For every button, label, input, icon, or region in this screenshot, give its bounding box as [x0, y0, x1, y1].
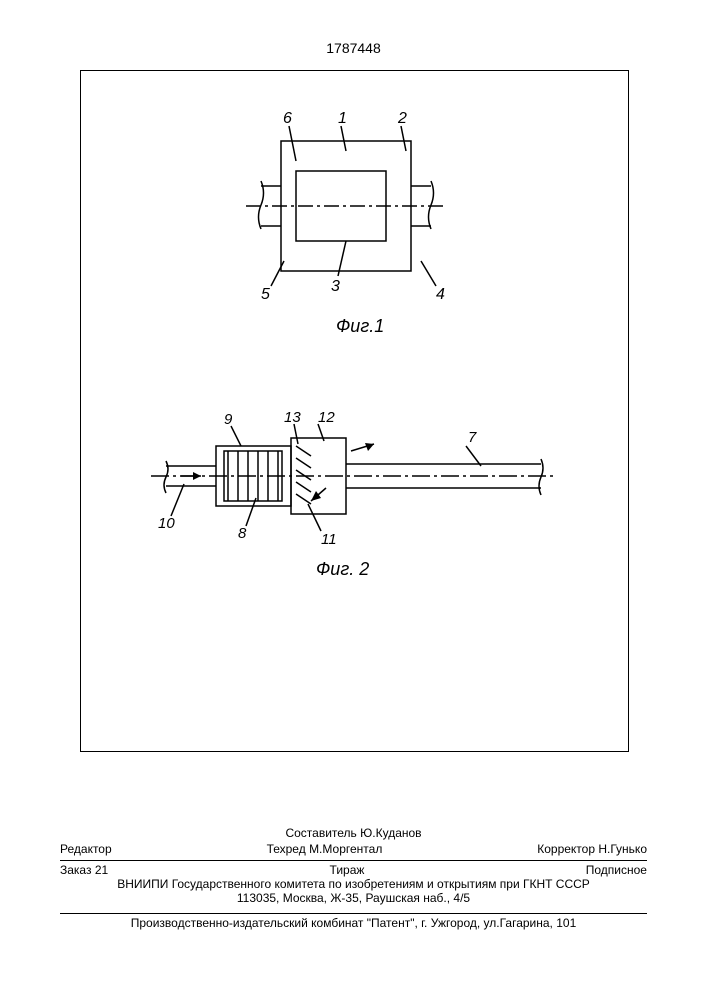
tirazh-label: Тираж	[330, 863, 365, 877]
fig1-n1: 1	[338, 110, 347, 127]
fig1-n2: 2	[397, 110, 407, 127]
page-number: 1787448	[326, 40, 381, 56]
fig1-label: Фиг.1	[336, 316, 384, 337]
techred-label: Техред	[267, 842, 306, 856]
composer-label: Составитель	[285, 826, 356, 840]
fig2-n7: 7	[468, 429, 477, 446]
techred-name: М.Моргентал	[309, 842, 382, 856]
fig2-n8: 8	[238, 525, 247, 542]
composer-name: Ю.Куданов	[360, 826, 421, 840]
fig1-n4: 4	[436, 286, 445, 303]
fig2-n9: 9	[224, 411, 233, 428]
fig1-n6: 6	[283, 110, 292, 127]
fig2-n10: 10	[158, 515, 175, 532]
fig1-n5: 5	[261, 286, 270, 303]
corrector-label: Корректор	[537, 842, 595, 856]
fig2-label: Фиг. 2	[316, 559, 369, 580]
org-line-1: ВНИИПИ Государственного комитета по изоб…	[60, 877, 647, 891]
corrector-name: Н.Гунько	[598, 842, 647, 856]
editor-label: Редактор	[60, 842, 112, 856]
figures-frame: 6 1 2 3 4 5 Фиг.1	[80, 70, 629, 752]
fig1-drawing: 6 1 2 3 4 5	[226, 101, 486, 311]
order-num: 21	[95, 863, 108, 877]
credits-block: Составитель Ю.Куданов Редактор Техред М.…	[0, 820, 707, 930]
fig2-drawing: 9 13 12 7 10 8 11	[146, 396, 566, 556]
fig2-n12: 12	[318, 409, 335, 426]
order-label: Заказ	[60, 863, 91, 877]
org-line-3: Производственно-издательский комбинат "П…	[131, 916, 577, 930]
fig1-n3: 3	[331, 278, 340, 295]
fig2-n11: 11	[321, 531, 337, 548]
podpisnoe: Подписное	[586, 863, 647, 877]
fig2-n13: 13	[284, 409, 301, 426]
org-line-2: 113035, Москва, Ж-35, Раушская наб., 4/5	[60, 891, 647, 905]
